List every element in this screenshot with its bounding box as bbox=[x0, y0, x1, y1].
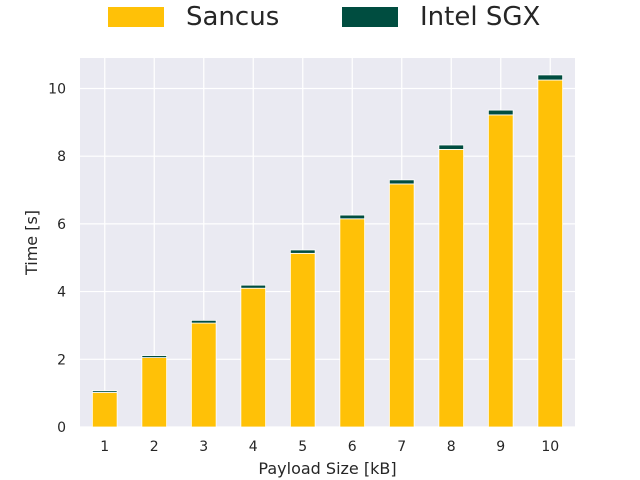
bar-intel-sgx bbox=[537, 74, 564, 81]
bars bbox=[91, 74, 564, 428]
bar-intel-sgx bbox=[438, 144, 465, 150]
x-tick-label: 6 bbox=[348, 439, 357, 455]
x-tick-label: 1 bbox=[100, 439, 109, 455]
x-tick-label: 8 bbox=[447, 439, 456, 455]
legend-item-sancus: Sancus bbox=[108, 2, 279, 32]
bar-sancus bbox=[190, 322, 217, 428]
legend-swatch-sancus bbox=[108, 7, 164, 27]
x-tick-label: 10 bbox=[541, 439, 559, 455]
bar-sancus bbox=[240, 287, 267, 428]
bar-sancus bbox=[487, 114, 514, 428]
legend-label-intel-sgx: Intel SGX bbox=[420, 2, 541, 32]
y-tick-label: 6 bbox=[57, 217, 66, 233]
y-tick-label: 0 bbox=[57, 420, 66, 436]
x-tick-label: 5 bbox=[298, 439, 307, 455]
legend: Sancus Intel SGX bbox=[0, 0, 640, 40]
bar-sancus bbox=[141, 357, 168, 428]
legend-label-sancus: Sancus bbox=[186, 2, 280, 32]
y-tick-label: 4 bbox=[57, 285, 66, 301]
bar-intel-sgx bbox=[487, 109, 514, 116]
legend-swatch-intel-sgx bbox=[342, 7, 398, 27]
bar-intel-sgx bbox=[91, 390, 118, 393]
bar-intel-sgx bbox=[388, 179, 415, 185]
bar-sancus bbox=[91, 392, 118, 428]
x-tick-label: 2 bbox=[150, 439, 159, 455]
x-tick-label: 3 bbox=[199, 439, 208, 455]
x-tick-label: 4 bbox=[249, 439, 258, 455]
bar-sancus bbox=[339, 218, 366, 428]
x-axis-label: Payload Size [kB] bbox=[258, 459, 396, 478]
bar-sancus bbox=[438, 149, 465, 428]
y-tick-label: 2 bbox=[57, 352, 66, 368]
bar-intel-sgx bbox=[190, 319, 217, 324]
bar-sancus bbox=[537, 79, 564, 428]
bar-sancus bbox=[289, 252, 316, 428]
y-tick-label: 10 bbox=[48, 81, 66, 97]
y-tick-label: 8 bbox=[57, 149, 66, 165]
bar-intel-sgx bbox=[339, 214, 366, 220]
bar-sancus bbox=[388, 183, 415, 428]
x-tick-label: 9 bbox=[496, 439, 505, 455]
x-tick-label: 7 bbox=[397, 439, 406, 455]
bar-intel-sgx bbox=[289, 249, 316, 254]
legend-item-intel-sgx: Intel SGX bbox=[342, 2, 540, 32]
y-axis-label: Time [s] bbox=[22, 210, 41, 276]
bar-intel-sgx bbox=[240, 284, 267, 289]
bar-intel-sgx bbox=[141, 355, 168, 359]
